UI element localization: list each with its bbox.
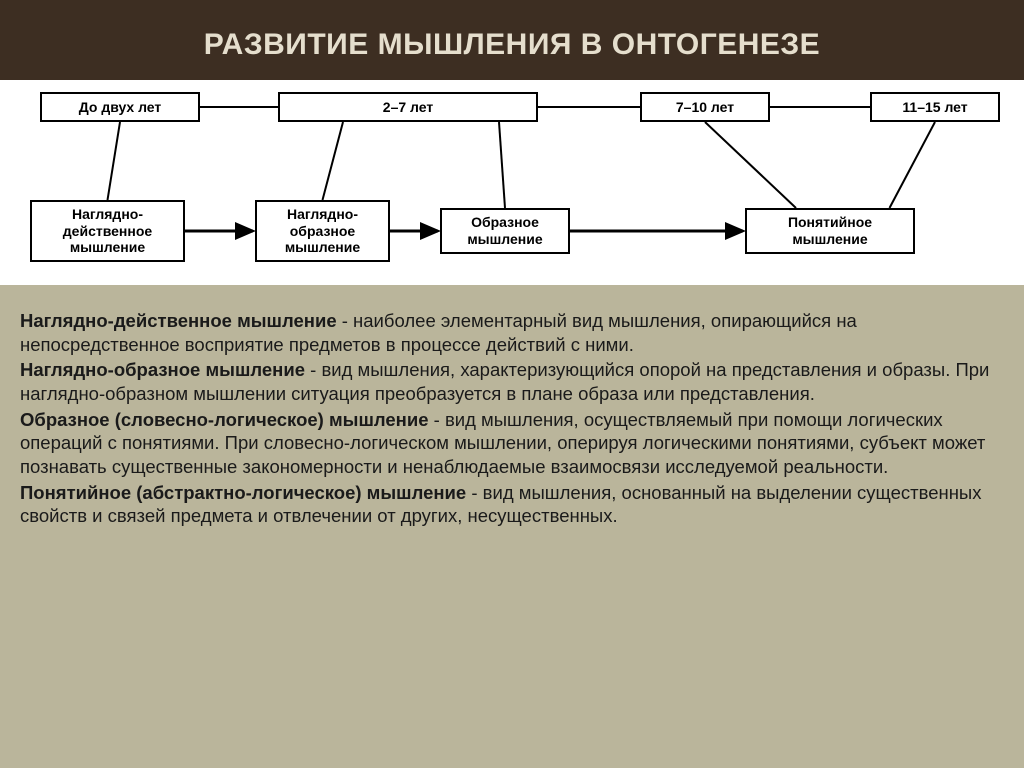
definition-term: Образное (словесно-логическое) мышление <box>20 409 429 430</box>
slide-title: РАЗВИТИЕ МЫШЛЕНИЯ В ОНТОГЕНЕЗЕ <box>0 0 1024 80</box>
definition-paragraph: Наглядно-действенное мышление - наиболее… <box>20 309 1004 356</box>
thinking-box-t2: Наглядно-образноемышление <box>255 200 390 262</box>
definition-term: Наглядно-образное мышление <box>20 359 305 380</box>
thinking-box-t3: Образноемышление <box>440 208 570 254</box>
age-box-age3: 7–10 лет <box>640 92 770 122</box>
definition-paragraph: Понятийное (абстрактно-логическое) мышле… <box>20 481 1004 528</box>
thinking-box-t4: Понятийноемышление <box>745 208 915 254</box>
age-box-age1: До двух лет <box>40 92 200 122</box>
diagram-area: До двух лет 2–7 лет 7–10 лет 11–15 лет Нагля… <box>0 80 1024 285</box>
definition-term: Наглядно-действенное мышление <box>20 310 337 331</box>
thinking-box-t1: Наглядно-действенноемышление <box>30 200 185 262</box>
definitions-panel: Наглядно-действенное мышление - наиболее… <box>0 285 1024 768</box>
definition-term: Понятийное (абстрактно-логическое) мышле… <box>20 482 466 503</box>
age-box-age4: 11–15 лет <box>870 92 1000 122</box>
definition-paragraph: Наглядно-образное мышление - вид мышлени… <box>20 358 1004 405</box>
age-box-age2: 2–7 лет <box>278 92 538 122</box>
definition-paragraph: Образное (словесно-логическое) мышление … <box>20 408 1004 479</box>
